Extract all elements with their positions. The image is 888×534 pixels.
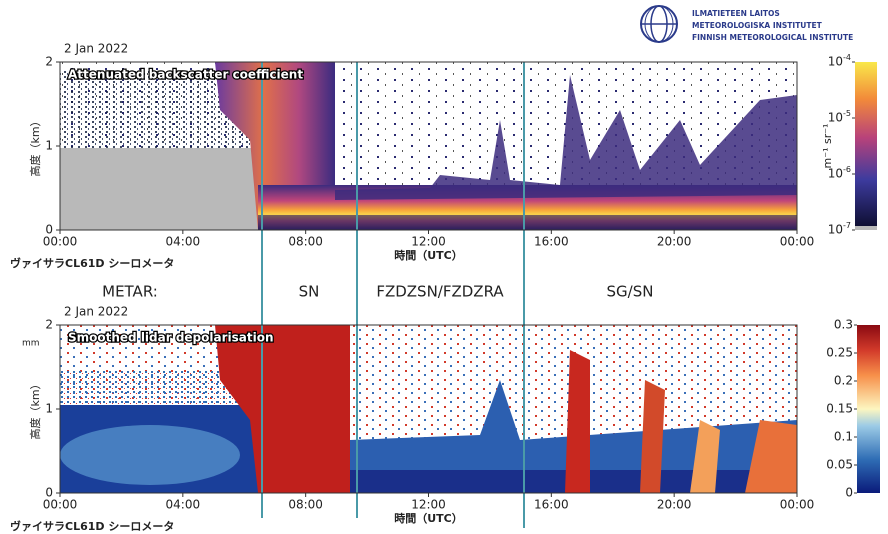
date-label: 2 Jan 2022 (64, 42, 128, 56)
heatmap-image (60, 325, 797, 493)
x-tick-label: 04:00 (166, 498, 201, 512)
x-tick-label: 00:00 (780, 498, 815, 512)
x-tick-label: 16:00 (534, 498, 569, 512)
colorbar (855, 62, 877, 230)
date-label: 2 Jan 2022 (64, 305, 128, 319)
x-tick-label: 20:00 (657, 498, 692, 512)
y-tick-label: 2 (45, 318, 53, 332)
x-tick-label: 12:00 (411, 498, 446, 512)
colorbar-tick-label: 0 (845, 486, 853, 500)
metar-period: SN (299, 283, 320, 301)
panel-title: Attenuated backscatter coefficient (68, 68, 303, 82)
note: mm (22, 339, 40, 349)
x-tick-label: 20:00 (657, 235, 692, 249)
x-axis-label: 時間（UTC） (394, 248, 463, 262)
x-tick-label: 00:00 (43, 498, 78, 512)
instrument-label: ヴァイサラCL61D シーロメータ (10, 256, 174, 270)
x-tick-label: 12:00 (411, 235, 446, 249)
colorbar-tick-label: 0.05 (826, 458, 853, 472)
period-separators (261, 62, 525, 528)
colorbar-tick-label: 10-4 (828, 53, 851, 69)
colorbar-tick-label: 0.3 (834, 318, 853, 332)
panel-title: Smoothed lidar depolarisation (68, 331, 274, 345)
logo (640, 5, 678, 43)
colorbar-tick-label: 0.1 (834, 430, 853, 444)
y-tick-label: 2 (45, 55, 53, 69)
colorbar-tick-exponent: -5 (843, 109, 851, 118)
colorbar-tick-exponent: -6 (843, 165, 851, 174)
x-axis-label: 時間（UTC） (394, 511, 463, 525)
metar-label: METAR: (102, 283, 158, 301)
logo-text: METEOROLOGISKA INSTITUTET (692, 21, 823, 30)
colorbar-under (855, 226, 877, 230)
y-tick-label: 1 (45, 139, 53, 153)
y-axis-label: 高度（km） (28, 115, 42, 176)
metar-period: SG/SN (607, 283, 654, 301)
colorbar-tick-label: 0.2 (834, 374, 853, 388)
colorbar-tick-exponent: -7 (843, 221, 851, 230)
heatmap-image (60, 62, 797, 230)
colorbar (857, 325, 880, 493)
y-axis-label: 高度（km） (28, 378, 42, 439)
colorbar-label: m⁻¹ sr⁻¹ (821, 124, 834, 169)
metar-period: FZDZSN/FZDZRA (376, 283, 504, 301)
x-tick-label: 04:00 (166, 235, 201, 249)
x-tick-label: 00:00 (43, 235, 78, 249)
colorbar-tick-label: 0.25 (826, 346, 853, 360)
x-tick-label: 08:00 (288, 498, 323, 512)
instrument-label: ヴァイサラCL61D シーロメータ (10, 519, 174, 533)
x-tick-label: 00:00 (780, 235, 815, 249)
colorbar-tick-label: 10-7 (828, 221, 851, 237)
colorbar-tick-exponent: -4 (843, 53, 851, 62)
x-tick-label: 08:00 (288, 235, 323, 249)
y-tick-label: 1 (45, 402, 53, 416)
x-tick-label: 16:00 (534, 235, 569, 249)
logo-text: ILMATIETEEN LAITOS (692, 9, 780, 18)
colorbar-tick-label: 10-5 (828, 109, 851, 125)
colorbar-tick-label: 0.15 (826, 402, 853, 416)
y-tick-label: 0 (45, 486, 53, 500)
y-tick-label: 0 (45, 223, 53, 237)
logo-text: FINNISH METEOROLOGICAL INSTITUTE (692, 33, 853, 42)
